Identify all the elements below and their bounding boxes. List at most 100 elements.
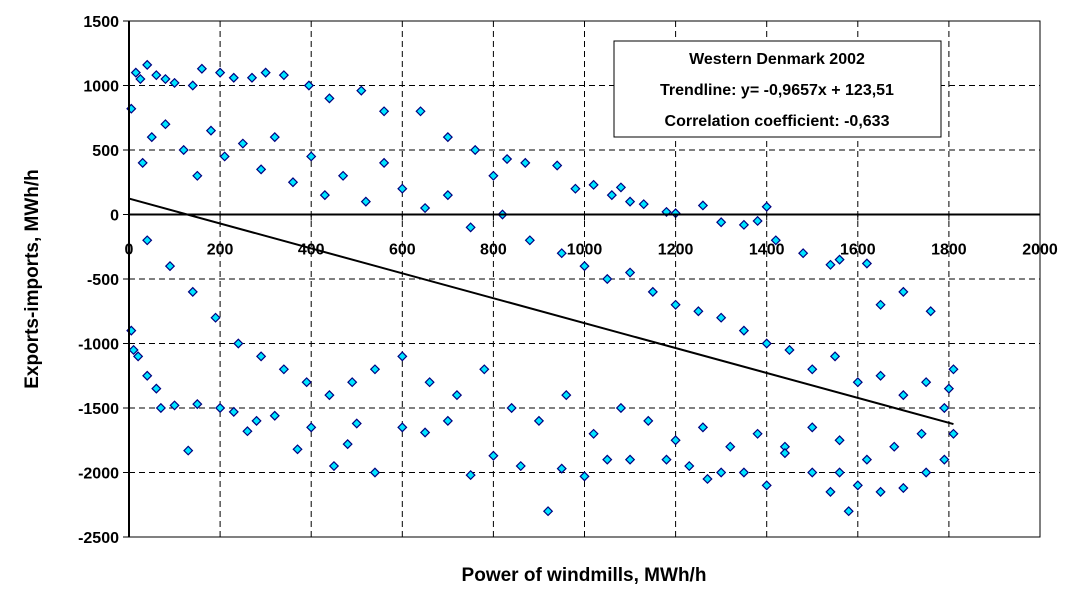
x-tick-label: 800 [480, 242, 507, 259]
data-point [378, 106, 390, 117]
data-point [770, 235, 781, 246]
data-point [347, 377, 358, 388]
data-point [602, 454, 613, 465]
data-point [351, 418, 362, 429]
data-point [342, 439, 353, 450]
data-point [278, 70, 289, 81]
y-tick-label: -1000 [78, 337, 119, 354]
data-point [542, 506, 554, 517]
data-point [638, 199, 649, 210]
data-point [798, 248, 809, 259]
data-point [337, 170, 349, 181]
y-tick-label: 0 [110, 208, 119, 225]
data-point [939, 402, 950, 414]
data-point [192, 170, 203, 181]
data-point [738, 219, 750, 230]
data-point [807, 467, 818, 478]
data-point [187, 286, 198, 297]
data-point [889, 441, 900, 452]
data-point [233, 338, 244, 349]
data-point [898, 286, 909, 297]
grid-lines [129, 21, 1040, 537]
data-point [205, 125, 217, 136]
x-tick-label: 600 [389, 242, 416, 259]
data-point [142, 59, 153, 70]
data-point [784, 344, 795, 356]
data-point [501, 153, 513, 165]
legend-line-1: Western Denmark 2002 [689, 51, 865, 68]
data-point [397, 183, 408, 194]
data-point [943, 383, 954, 394]
y-tick-label: -2500 [78, 530, 119, 547]
data-point [570, 183, 581, 194]
data-point [556, 248, 567, 259]
data-point [287, 177, 299, 188]
data-point [397, 422, 408, 433]
data-point [369, 364, 381, 375]
x-tick-label: 0 [125, 242, 134, 259]
data-point [192, 399, 203, 410]
data-point [210, 312, 221, 323]
data-point [196, 63, 207, 74]
data-point [520, 157, 531, 168]
data-point [779, 441, 791, 452]
data-point [875, 299, 886, 310]
data-point [624, 454, 636, 465]
data-point [602, 273, 613, 285]
data-point [424, 377, 435, 388]
data-point [451, 390, 463, 401]
data-point [251, 415, 262, 426]
data-point [834, 467, 845, 478]
data-point [479, 364, 490, 375]
data-point [130, 67, 141, 78]
data-point [151, 383, 162, 394]
data-point [246, 72, 258, 83]
data-point [606, 190, 617, 201]
data-point [579, 261, 590, 272]
x-tick-label: 400 [298, 242, 325, 259]
axes: -2500 -2000 -1500 -1000 -500 0 500 1000 1500 0 200… [78, 14, 1058, 547]
data-point [465, 469, 476, 481]
legend-line-3: Correlation coefficient: -0,633 [665, 113, 890, 130]
data-point [561, 390, 572, 401]
data-point [135, 73, 146, 85]
data-point [215, 67, 226, 78]
data-point [921, 467, 932, 478]
data-point [647, 286, 658, 297]
data-point [948, 428, 959, 439]
data-point [378, 157, 390, 168]
data-point [442, 415, 453, 426]
data-point [187, 80, 198, 91]
data-point [615, 182, 627, 193]
data-point [442, 132, 453, 143]
y-tick-label: -1500 [78, 401, 119, 418]
y-tick-label: -500 [87, 272, 119, 289]
data-point [807, 422, 818, 433]
data-point [269, 132, 280, 143]
legend-box: Western Denmark 2002 Trendline: y= -0,96… [613, 40, 942, 138]
data-point [761, 338, 772, 349]
data-point [256, 351, 267, 362]
data-point [779, 448, 791, 459]
data-point [588, 179, 599, 190]
data-point [160, 73, 171, 85]
data-point [160, 119, 171, 130]
data-point [825, 486, 836, 497]
trendline-path [128, 197, 954, 426]
data-point [834, 435, 845, 446]
data-point [319, 190, 330, 201]
data-point [228, 72, 239, 83]
data-point [142, 370, 153, 381]
data-point [142, 235, 153, 246]
data-point [661, 454, 672, 465]
data-point [169, 77, 180, 89]
data-point [807, 364, 818, 375]
data-point [242, 426, 253, 437]
data-point [306, 151, 317, 162]
data-point [228, 406, 239, 417]
x-tick-label: 1800 [931, 242, 967, 259]
data-point [256, 164, 267, 175]
data-point [415, 106, 426, 117]
y-tick-label: 1500 [83, 14, 119, 31]
data-point [133, 351, 144, 362]
